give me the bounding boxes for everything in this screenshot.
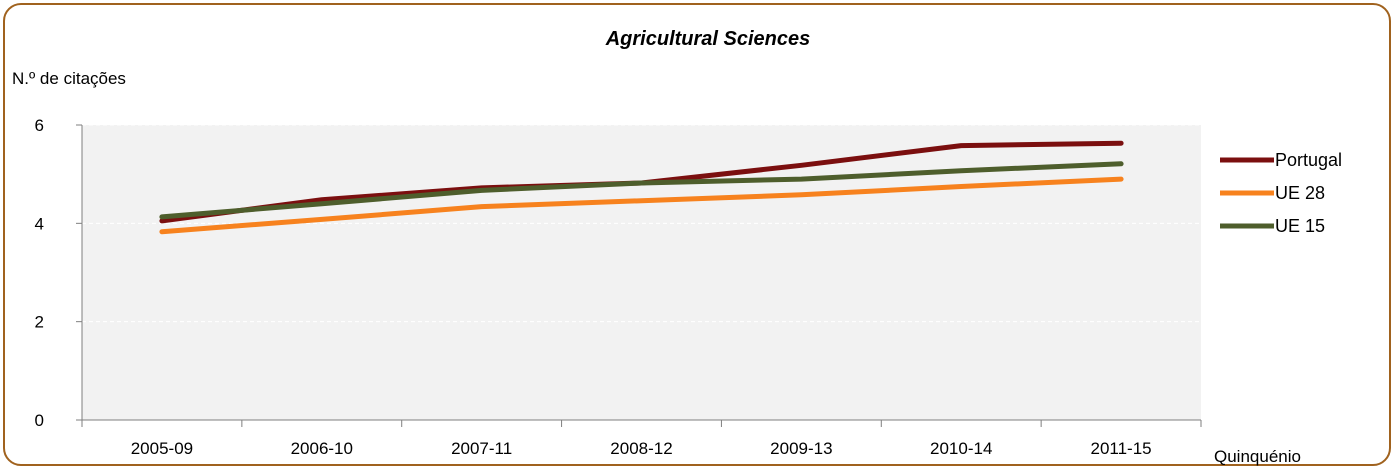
x-tick-label: 2009-13 xyxy=(770,439,832,458)
x-tick-label: 2008-12 xyxy=(610,439,672,458)
x-tick-label: 2007-11 xyxy=(451,439,512,458)
x-tick-label: 2011-15 xyxy=(1091,439,1152,458)
x-tick-label: 2010-14 xyxy=(930,439,992,458)
y-axis-label: N.º de citações xyxy=(12,69,126,88)
y-tick-label: 4 xyxy=(35,214,44,233)
y-tick-label: 6 xyxy=(35,116,44,135)
x-axis-label: Quinquénio xyxy=(1214,447,1301,466)
x-tick-label: 2005-09 xyxy=(131,439,193,458)
chart-title: Agricultural Sciences xyxy=(605,28,811,50)
y-tick-label: 0 xyxy=(35,411,44,430)
y-tick-label: 2 xyxy=(35,313,44,332)
legend-label-portugal: Portugal xyxy=(1275,150,1342,170)
legend: Portugal UE 28 UE 15 xyxy=(1220,150,1342,236)
x-tick-label: 2006-10 xyxy=(291,439,353,458)
legend-label-ue-15: UE 15 xyxy=(1275,216,1325,236)
legend-label-ue-28: UE 28 xyxy=(1275,183,1325,203)
